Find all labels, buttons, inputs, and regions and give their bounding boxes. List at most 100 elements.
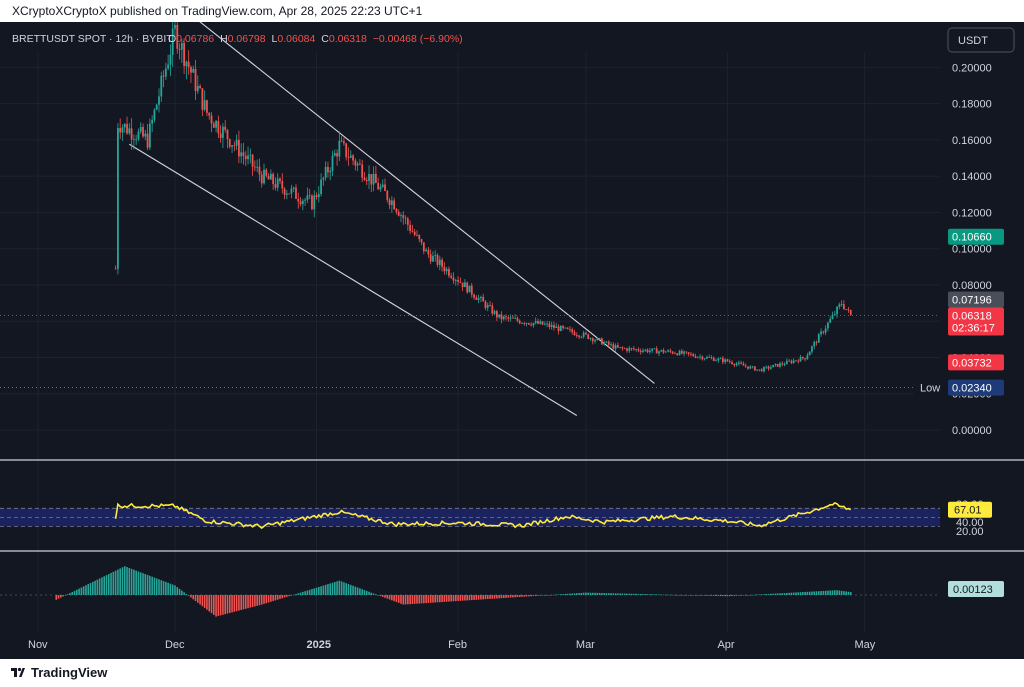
macd-bar	[758, 594, 761, 596]
candle-body	[653, 348, 656, 350]
time-tick-label: 2025	[307, 639, 331, 651]
macd-bar	[324, 584, 327, 595]
macd-bar	[754, 594, 756, 596]
candle-body	[804, 358, 806, 360]
candle-body	[799, 356, 802, 362]
macd-bar	[717, 595, 720, 596]
macd-bar	[708, 595, 711, 596]
candle-body	[646, 349, 649, 353]
candle-body	[614, 345, 617, 349]
candle-body	[667, 350, 670, 352]
candle-body	[696, 356, 699, 358]
time-tick-label: Nov	[28, 639, 48, 651]
candle-body	[393, 200, 396, 210]
candle-body	[648, 350, 651, 353]
macd-bar	[502, 595, 505, 598]
candle-body	[612, 344, 615, 349]
macd-bar	[557, 594, 560, 595]
price-tick-label: 0.00000	[952, 425, 992, 437]
macd-bar	[429, 595, 432, 603]
candle-body	[313, 195, 316, 210]
macd-value-bg	[948, 581, 1004, 597]
candle-body	[253, 166, 256, 168]
macd-bar	[500, 595, 503, 599]
macd-bar	[329, 583, 332, 595]
candle-body	[833, 314, 836, 315]
macd-bar	[847, 591, 850, 595]
macd-bar	[459, 595, 462, 601]
candle-body	[546, 323, 549, 325]
open-value: 0.06786	[176, 33, 214, 45]
currency-button[interactable]: USDT	[947, 27, 1015, 53]
macd-bar	[149, 575, 151, 595]
currency-button-label[interactable]: USDT	[958, 35, 988, 47]
macd-bar	[155, 578, 158, 595]
candle-body	[838, 304, 841, 307]
macd-bar	[598, 592, 601, 595]
macd-bar	[333, 582, 336, 595]
candle-body	[315, 195, 318, 198]
macd-bar	[843, 591, 845, 595]
candle-body	[416, 234, 418, 236]
macd-bar	[786, 592, 788, 595]
candle-body	[130, 128, 133, 140]
macd-bar	[267, 595, 270, 603]
candle-body	[790, 360, 793, 363]
macd-bar	[749, 594, 752, 596]
candle-body	[304, 199, 307, 201]
candle-body	[192, 68, 195, 73]
candle-body	[185, 61, 188, 67]
candle-body	[706, 356, 708, 359]
macd-pane[interactable]: 0.00123	[0, 566, 1004, 617]
candle-body	[849, 309, 852, 315]
candle-body	[158, 96, 160, 105]
candle-body	[180, 42, 183, 50]
macd-bar	[76, 589, 78, 595]
candle-body	[566, 327, 569, 330]
time-axis[interactable]: Nov Dec 2025 Feb Mar Apr May	[28, 639, 876, 651]
macd-bar	[395, 595, 398, 603]
candle-body	[457, 279, 459, 282]
candle-body	[126, 123, 128, 134]
candle-body	[178, 48, 181, 50]
candle-body	[258, 166, 261, 175]
candle-body	[427, 249, 430, 255]
candle-body	[306, 195, 309, 200]
macd-bar	[153, 577, 156, 595]
macd-bar	[130, 568, 133, 595]
symbol-label[interactable]: BRETTUSDT SPOT · 12h · BYBIT	[12, 33, 173, 45]
macd-bar	[653, 594, 656, 595]
candle-body	[553, 325, 555, 328]
macd-bar	[107, 574, 110, 595]
macd-bar	[724, 595, 726, 597]
candle-body	[452, 277, 455, 281]
candle-body	[384, 184, 386, 192]
macd-bar	[443, 595, 446, 602]
macd-bar	[208, 595, 211, 612]
macd-bar	[470, 595, 473, 601]
close-label: C	[321, 33, 329, 45]
candle-body	[167, 64, 170, 69]
candle-body	[573, 332, 576, 336]
macd-bar	[539, 595, 542, 596]
macd-bar	[815, 591, 818, 595]
candle-body	[847, 309, 850, 311]
macd-bar	[534, 595, 537, 596]
macd-bar	[575, 593, 578, 595]
tradingview-brand[interactable]: TradingView	[10, 664, 107, 680]
candle-body	[534, 321, 537, 323]
candle-body	[411, 230, 414, 232]
candle-body	[247, 155, 249, 160]
macd-bar	[457, 595, 459, 601]
candle-body	[678, 350, 681, 356]
macd-bar	[779, 593, 781, 595]
candles[interactable]	[114, 15, 852, 373]
candle-body	[635, 349, 638, 351]
macd-bar	[359, 588, 361, 595]
candle-body	[733, 363, 736, 366]
macd-bar	[836, 590, 838, 595]
currency-button-frame[interactable]	[947, 27, 1015, 53]
